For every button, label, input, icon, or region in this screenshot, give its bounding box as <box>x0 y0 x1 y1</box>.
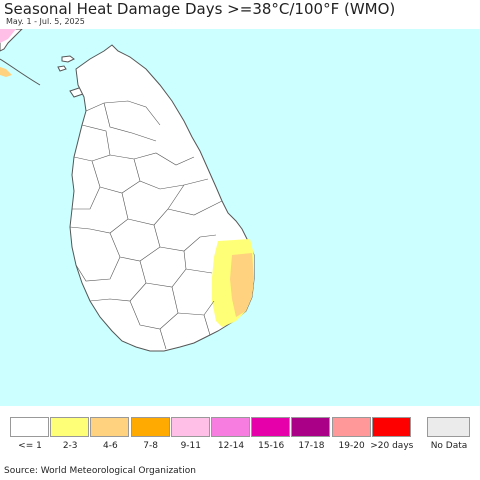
india-heat-patch-pink <box>0 29 16 43</box>
legend-swatch <box>251 417 291 437</box>
legend-label: 15-16 <box>258 441 285 451</box>
legend-swatch <box>331 417 371 437</box>
legend-swatch <box>170 417 210 437</box>
legend-label: 17-18 <box>298 441 325 451</box>
legend-item: >20 days <box>370 417 413 457</box>
legend-swatch <box>130 417 170 437</box>
india-coastline <box>0 58 41 86</box>
island <box>61 55 75 63</box>
legend-item: 12-14 <box>211 417 251 457</box>
legend-swatch <box>291 417 331 437</box>
legend-label: 19-20 <box>338 441 365 451</box>
legend-label: 4-6 <box>103 441 118 451</box>
legend-label: 12-14 <box>217 441 245 451</box>
legend-item: 15-16 <box>251 417 291 457</box>
legend-swatch <box>10 417 49 437</box>
source-note: Source: World Meteorological Organizatio… <box>4 466 196 476</box>
map-area <box>0 29 480 406</box>
legend-label: 7-8 <box>143 441 158 451</box>
legend-swatch <box>50 417 90 437</box>
legend-item: 2-3 <box>50 417 90 457</box>
legend-swatch <box>211 417 250 437</box>
legend-item: 4-6 <box>90 417 130 457</box>
india-heat-patch-orange <box>0 67 12 77</box>
legend-swatch <box>371 417 411 437</box>
map-subtitle: May. 1 - Jul. 5, 2025 <box>6 17 85 26</box>
island <box>57 65 67 72</box>
legend-item: 9-11 <box>170 417 211 457</box>
legend: <= 1 2-3 4-6 7-8 9-11 12-14 15-16 17-18 19-20 >20… <box>10 417 472 457</box>
map-canvas <box>0 29 480 406</box>
legend-swatch <box>427 417 470 437</box>
legend-label: <= 1 <box>18 441 42 451</box>
legend-item: 19-20 <box>331 417 372 457</box>
district-boundaries <box>69 100 223 350</box>
heat-area-4-6-days <box>230 253 254 317</box>
sri-lanka-island <box>69 44 255 352</box>
legend-item-no-data: No Data <box>427 417 471 457</box>
legend-label: >20 days <box>370 441 414 451</box>
legend-label: No Data <box>430 441 468 451</box>
legend-swatch <box>90 417 130 437</box>
legend-label: 9-11 <box>180 441 202 451</box>
legend-item: <= 1 <box>10 417 50 457</box>
legend-item: 7-8 <box>130 417 171 457</box>
legend-item: 17-18 <box>291 417 331 457</box>
map-title: Seasonal Heat Damage Days >=38°C/100°F (… <box>4 0 396 18</box>
legend-label: 2-3 <box>62 441 78 451</box>
